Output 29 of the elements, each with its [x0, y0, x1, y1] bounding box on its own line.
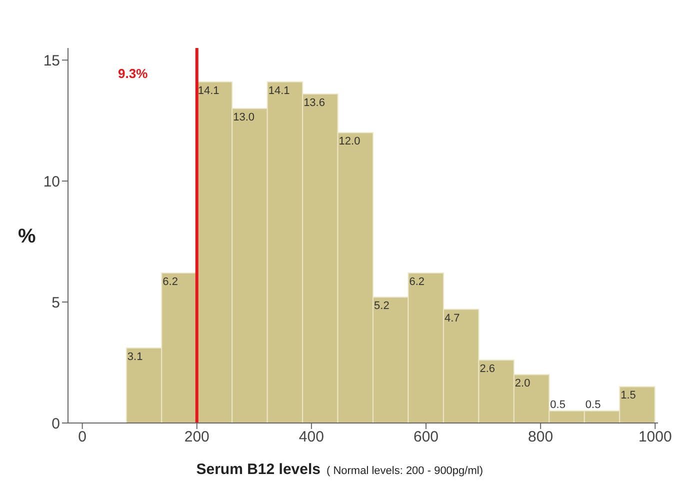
data-label: 5.2 [374, 300, 390, 312]
x-axis-title: Serum B12 levels [196, 461, 320, 478]
data-label: 3.1 [127, 351, 143, 363]
y-axis-title: % [18, 226, 36, 248]
x-tick-label: 200 [184, 428, 210, 446]
data-label: 13.0 [233, 111, 255, 124]
x-tick-label: 1000 [638, 428, 672, 446]
data-label: 12.0 [338, 136, 360, 148]
data-label: 2.0 [514, 378, 530, 390]
y-tick-label: 5 [52, 294, 60, 312]
data-label: 0.5 [585, 398, 601, 411]
data-label: 1.5 [620, 390, 636, 402]
annotation: 9.3% [118, 66, 148, 81]
x-tick-label: 600 [413, 428, 439, 446]
data-label: 2.6 [480, 363, 496, 376]
data-label: 6.2 [409, 276, 425, 288]
data-label: 13.6 [304, 96, 325, 109]
y-tick-label: 15 [43, 52, 60, 70]
data-label: 0.5 [550, 398, 566, 411]
x-tick-label: 400 [298, 428, 324, 446]
data-label: 4.7 [444, 312, 460, 324]
y-tick-label: 0 [52, 415, 60, 432]
y-tick-label: 10 [43, 173, 60, 190]
x-tick-label: 0 [78, 428, 86, 446]
x-tick-label: 800 [528, 428, 554, 446]
data-label: 14.1 [268, 84, 290, 97]
text: ( Normal levels: 200 - 900pg/ml) [326, 465, 483, 477]
data-label: 6.2 [162, 276, 178, 288]
data-label: 14.1 [198, 84, 220, 97]
